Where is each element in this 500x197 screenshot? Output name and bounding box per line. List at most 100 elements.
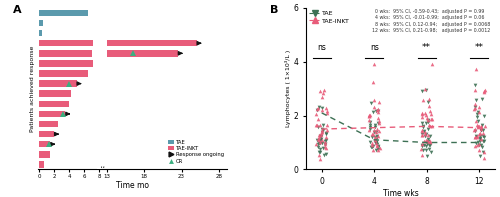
Point bbox=[422, 117, 430, 120]
Point bbox=[368, 146, 376, 149]
Point bbox=[422, 145, 430, 148]
Point bbox=[428, 125, 436, 128]
Point bbox=[474, 113, 482, 116]
Point bbox=[368, 80, 376, 83]
Point bbox=[370, 98, 378, 102]
Point bbox=[314, 117, 322, 120]
Point bbox=[314, 138, 322, 141]
Point bbox=[472, 67, 480, 70]
Text: 0 wks:  95% CI, -0.59-0.43;  adjusted P = 0.99
  4 wks:  95% CI, -0.01-0.99;  ad: 0 wks: 95% CI, -0.59-0.43; adjusted P = … bbox=[372, 9, 490, 33]
Point bbox=[315, 150, 323, 153]
Point bbox=[422, 88, 430, 91]
Point bbox=[315, 138, 323, 141]
Bar bbox=[39, 80, 76, 87]
Point bbox=[424, 140, 432, 143]
Bar bbox=[106, 40, 196, 46]
Point bbox=[374, 146, 382, 149]
Point bbox=[316, 148, 324, 151]
Point bbox=[418, 134, 426, 137]
Point bbox=[317, 133, 325, 137]
Point bbox=[312, 112, 320, 115]
Point bbox=[425, 97, 433, 100]
Point bbox=[418, 153, 426, 156]
Point bbox=[322, 146, 330, 149]
Point bbox=[316, 138, 324, 142]
Point bbox=[318, 107, 326, 110]
Point bbox=[426, 143, 434, 146]
Point bbox=[472, 105, 480, 109]
Point bbox=[480, 136, 488, 139]
Point bbox=[372, 142, 380, 145]
Point bbox=[368, 145, 376, 148]
Point bbox=[375, 119, 383, 122]
Point bbox=[470, 108, 478, 111]
Point bbox=[316, 124, 324, 127]
Point bbox=[370, 106, 378, 109]
Point bbox=[367, 146, 375, 149]
Point bbox=[474, 124, 482, 127]
Point bbox=[318, 147, 326, 150]
Point bbox=[477, 137, 485, 140]
Point bbox=[425, 147, 433, 151]
Point bbox=[476, 139, 484, 143]
Point bbox=[320, 88, 328, 91]
Point bbox=[477, 128, 485, 131]
Y-axis label: Lymphocytes ( 1×10³/L ): Lymphocytes ( 1×10³/L ) bbox=[284, 50, 290, 127]
Point bbox=[426, 139, 434, 143]
Point bbox=[477, 144, 485, 147]
Point bbox=[474, 125, 482, 128]
Point bbox=[421, 131, 429, 134]
Point bbox=[480, 140, 488, 143]
Point bbox=[475, 105, 483, 108]
Bar bbox=[39, 151, 50, 158]
Point bbox=[478, 97, 486, 100]
Point bbox=[320, 128, 328, 131]
Point bbox=[478, 131, 486, 134]
Point bbox=[424, 141, 432, 145]
Point bbox=[478, 129, 486, 132]
Point bbox=[316, 135, 324, 138]
Point bbox=[318, 131, 326, 134]
Point bbox=[474, 119, 482, 122]
Point bbox=[428, 118, 436, 121]
Point bbox=[375, 129, 383, 133]
Point bbox=[473, 115, 481, 119]
Point bbox=[316, 141, 324, 144]
Point bbox=[418, 130, 426, 133]
Point bbox=[424, 128, 432, 131]
Point bbox=[418, 134, 426, 137]
Point bbox=[366, 125, 374, 129]
Point bbox=[474, 125, 482, 128]
Point bbox=[422, 87, 430, 90]
Point bbox=[428, 63, 436, 66]
Point bbox=[369, 110, 377, 113]
Point bbox=[318, 138, 326, 142]
Point bbox=[426, 112, 434, 115]
Point bbox=[314, 146, 322, 149]
Point bbox=[314, 125, 322, 129]
Point bbox=[420, 133, 428, 136]
Point bbox=[374, 117, 382, 120]
Point bbox=[365, 128, 373, 132]
Point bbox=[320, 153, 328, 157]
Point bbox=[471, 129, 479, 133]
Point bbox=[322, 109, 330, 112]
Point bbox=[314, 138, 322, 142]
Point bbox=[426, 110, 434, 113]
Bar bbox=[39, 100, 69, 107]
Point bbox=[417, 147, 425, 150]
Point bbox=[373, 109, 381, 112]
Point bbox=[476, 136, 484, 139]
Point bbox=[419, 125, 427, 128]
Point bbox=[366, 113, 374, 116]
Text: ns: ns bbox=[318, 43, 326, 52]
Point bbox=[323, 123, 331, 126]
Point bbox=[372, 140, 380, 144]
Point bbox=[316, 157, 324, 160]
Point bbox=[316, 153, 324, 156]
Point bbox=[372, 143, 380, 146]
Bar bbox=[39, 121, 58, 127]
Point bbox=[374, 110, 382, 113]
Point bbox=[313, 108, 321, 111]
Point bbox=[419, 126, 427, 129]
